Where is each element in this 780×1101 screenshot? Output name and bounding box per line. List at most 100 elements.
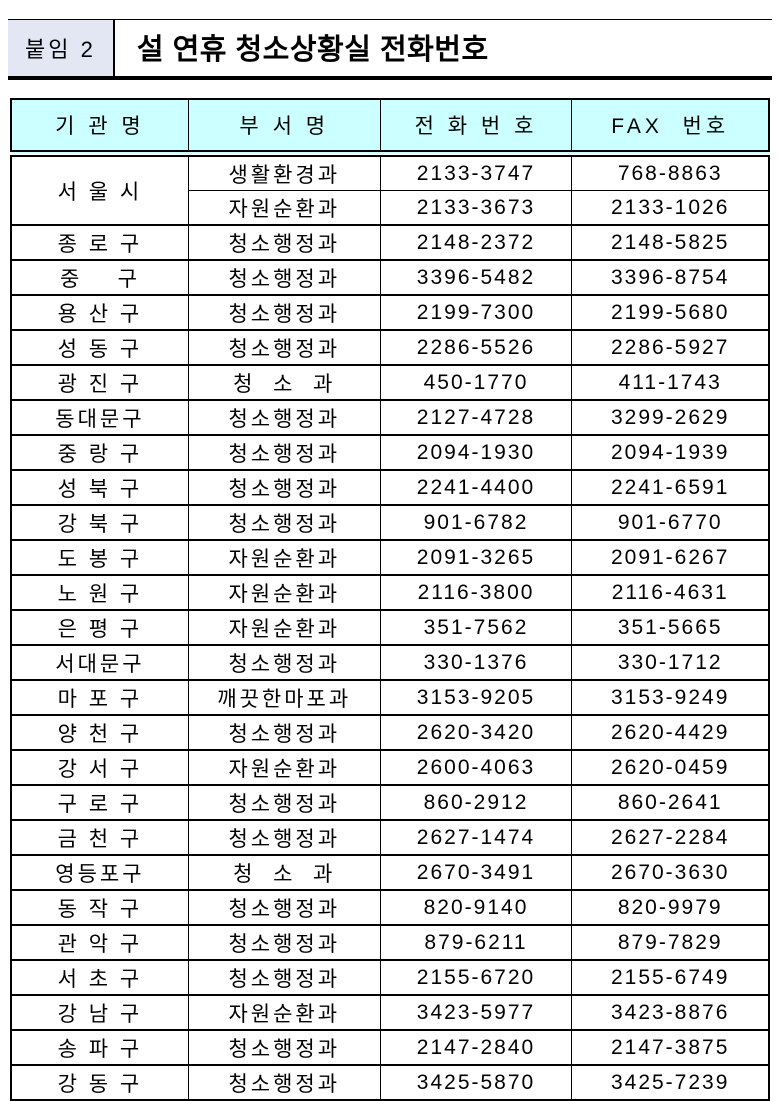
- organization-cell: 양 천 구: [10, 714, 189, 750]
- fax-number-cell: 2670-3630: [571, 854, 770, 890]
- phone-number-cell: 2133-3673: [379, 190, 573, 225]
- fax-number-cell: 3423-8876: [571, 994, 770, 1030]
- organization-cell: 영등포구: [10, 854, 189, 890]
- department-cell: 생활환경과: [187, 152, 381, 191]
- fax-number-cell: 820-9979: [571, 889, 770, 925]
- table-row: 관 악 구 청소행정과 879-6211 879-7829: [10, 924, 770, 960]
- phone-number-cell: 2127-4728: [379, 399, 573, 435]
- department-cell: 청 소 과: [187, 364, 381, 400]
- phone-number-cell: 2148-2372: [379, 224, 573, 260]
- phone-number-cell: 2147-2840: [379, 1029, 573, 1065]
- department-cell: 청소행정과: [187, 224, 381, 260]
- table-row: 동 작 구 청소행정과 820-9140 820-9979: [10, 889, 770, 925]
- phone-number-cell: 2155-6720: [379, 959, 573, 995]
- fax-number-cell: 2620-4429: [571, 714, 770, 750]
- department-cell: 자원순환과: [187, 539, 381, 575]
- organization-cell: 도 봉 구: [10, 539, 189, 575]
- table-row: 서 울 시 생활환경과 2133-3747 768-8863: [10, 152, 770, 225]
- department-cell: 자원순환과: [187, 574, 381, 610]
- fax-number-cell: 3425-7239: [571, 1064, 770, 1100]
- department-cell: 청소행정과: [187, 1064, 381, 1100]
- column-header-department: 부 서 명: [187, 99, 381, 157]
- organization-cell: 관 악 구: [10, 924, 189, 960]
- column-header-phone: 전 화 번 호: [379, 99, 573, 157]
- table-row: 구 로 구 청소행정과 860-2912 860-2641: [10, 784, 770, 820]
- phone-number-cell: 2094-1930: [379, 434, 573, 470]
- phone-number-cell: 2133-3747: [379, 152, 573, 191]
- phone-number-cell: 2091-3265: [379, 539, 573, 575]
- fax-number-cell: 2133-1026: [571, 190, 770, 225]
- attachment-label-badge: 붙임 2: [8, 20, 115, 76]
- table-row: 금 천 구 청소행정과 2627-1474 2627-2284: [10, 819, 770, 855]
- organization-cell: 마 포 구: [10, 679, 189, 715]
- phone-number-cell: 2286-5526: [379, 329, 573, 365]
- document-page: 붙임 2 설 연휴 청소상황실 전화번호 기 관 명 부 서 명 전 화 번 호…: [0, 19, 780, 1101]
- phone-number-cell: 330-1376: [379, 644, 573, 680]
- fax-number-cell: 3153-9249: [571, 679, 770, 715]
- department-cell: 청소행정과: [187, 469, 381, 505]
- department-cell: 자원순환과: [187, 190, 381, 225]
- organization-cell: 종 로 구: [10, 224, 189, 260]
- table-row: 중 구 청소행정과 3396-5482 3396-8754: [10, 259, 770, 295]
- phone-number-cell: 3396-5482: [379, 259, 573, 295]
- table-row: 중 랑 구 청소행정과 2094-1930 2094-1939: [10, 434, 770, 470]
- phone-number-cell: 860-2912: [379, 784, 573, 820]
- table-row: 성 동 구 청소행정과 2286-5526 2286-5927: [10, 329, 770, 365]
- fax-number-cell: 901-6770: [571, 504, 770, 540]
- table-row: 강 북 구 청소행정과 901-6782 901-6770: [10, 504, 770, 540]
- fax-number-cell: 3396-8754: [571, 259, 770, 295]
- phone-number-cell: 3425-5870: [379, 1064, 573, 1100]
- fax-number-cell: 2620-0459: [571, 749, 770, 785]
- phone-number-cell: 2600-4063: [379, 749, 573, 785]
- phone-number-cell: 3423-5977: [379, 994, 573, 1030]
- table-row: 도 봉 구 자원순환과 2091-3265 2091-6267: [10, 539, 770, 575]
- fax-number-cell: 2094-1939: [571, 434, 770, 470]
- organization-cell: 금 천 구: [10, 819, 189, 855]
- fax-number-cell: 860-2641: [571, 784, 770, 820]
- fax-number-cell: 879-7829: [571, 924, 770, 960]
- table-header-row: 기 관 명 부 서 명 전 화 번 호 FAX 번호: [10, 99, 770, 157]
- department-cell: 청소행정과: [187, 399, 381, 435]
- department-cell: 자원순환과: [187, 994, 381, 1030]
- column-header-fax: FAX 번호: [571, 99, 770, 157]
- table-row: 서대문구 청소행정과 330-1376 330-1712: [10, 644, 770, 680]
- table-body: 서 울 시 생활환경과 2133-3747 768-8863 자원순환과 2133-367…: [10, 152, 770, 1100]
- phone-number-cell: 351-7562: [379, 609, 573, 645]
- department-cell: 자원순환과: [187, 749, 381, 785]
- department-cell: 청소행정과: [187, 644, 381, 680]
- department-cell: 청소행정과: [187, 329, 381, 365]
- table-row: 강 동 구 청소행정과 3425-5870 3425-7239: [10, 1064, 770, 1100]
- organization-cell: 은 평 구: [10, 609, 189, 645]
- department-cell: 청소행정과: [187, 819, 381, 855]
- table-row: 송 파 구 청소행정과 2147-2840 2147-3875: [10, 1029, 770, 1065]
- organization-cell: 서 울 시: [10, 152, 189, 225]
- phone-number-cell: 2116-3800: [379, 574, 573, 610]
- fax-number-cell: 2199-5680: [571, 294, 770, 330]
- department-cell: 청소행정과: [187, 504, 381, 540]
- phone-number-cell: 901-6782: [379, 504, 573, 540]
- department-cell: 자원순환과: [187, 609, 381, 645]
- organization-cell: 강 서 구: [10, 749, 189, 785]
- organization-cell: 광 진 구: [10, 364, 189, 400]
- document-header: 붙임 2 설 연휴 청소상황실 전화번호: [8, 19, 772, 80]
- organization-cell: 송 파 구: [10, 1029, 189, 1065]
- organization-cell: 중 구: [10, 259, 189, 295]
- fax-number-cell: 2148-5825: [571, 224, 770, 260]
- table-row: 용 산 구 청소행정과 2199-7300 2199-5680: [10, 294, 770, 330]
- department-cell: 청소행정과: [187, 434, 381, 470]
- fax-number-cell: 768-8863: [571, 152, 770, 191]
- table-row: 종 로 구 청소행정과 2148-2372 2148-5825: [10, 224, 770, 260]
- organization-cell: 강 동 구: [10, 1064, 189, 1100]
- phone-number-cell: 450-1770: [379, 364, 573, 400]
- fax-number-cell: 2627-2284: [571, 819, 770, 855]
- table-row: 노 원 구 자원순환과 2116-3800 2116-4631: [10, 574, 770, 610]
- table-row: 양 천 구 청소행정과 2620-3420 2620-4429: [10, 714, 770, 750]
- fax-number-cell: 2116-4631: [571, 574, 770, 610]
- organization-cell: 강 남 구: [10, 994, 189, 1030]
- table-row: 동대문구 청소행정과 2127-4728 3299-2629: [10, 399, 770, 435]
- department-cell: 청소행정과: [187, 294, 381, 330]
- organization-cell: 서대문구: [10, 644, 189, 680]
- table-row: 은 평 구 자원순환과 351-7562 351-5665: [10, 609, 770, 645]
- phone-number-cell: 3153-9205: [379, 679, 573, 715]
